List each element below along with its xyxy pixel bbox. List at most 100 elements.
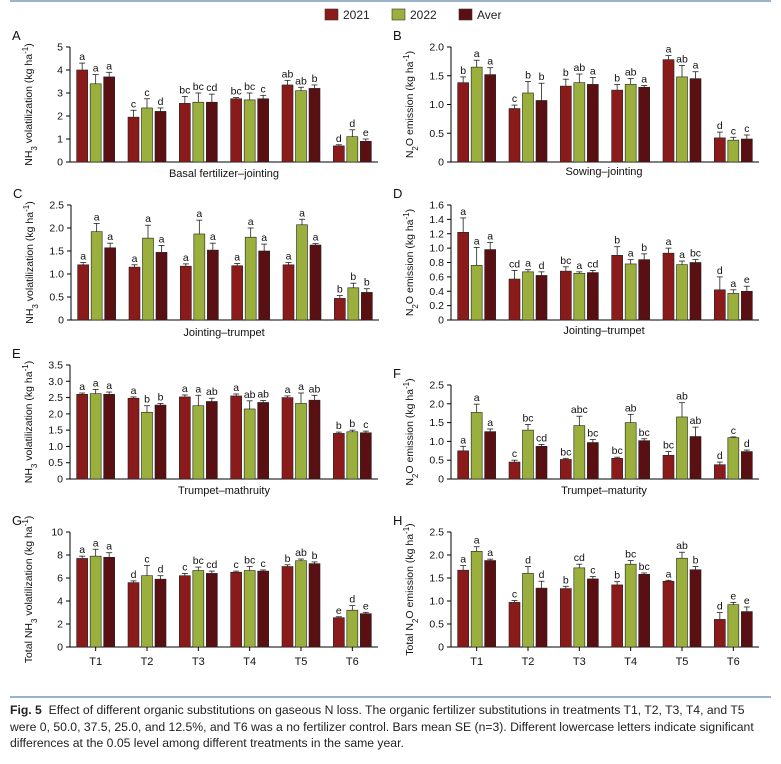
- bar-aver-t1: [103, 556, 115, 648]
- figure-caption: Fig. 5 Effect of different organic subst…: [10, 702, 768, 752]
- bar-2022-t1: [90, 231, 103, 321]
- y-tick-label: 2.0: [49, 223, 64, 235]
- y-tick-label: 0.4: [429, 286, 444, 298]
- bar-2021-t3: [180, 265, 192, 321]
- significance-letter: ab: [244, 389, 256, 401]
- significance-letter: a: [666, 568, 672, 580]
- significance-letter: cd: [206, 82, 217, 94]
- significance-letter: a: [487, 417, 493, 429]
- significance-letter: ab: [295, 75, 307, 87]
- bar-2022-t3: [573, 567, 586, 648]
- significance-letter: a: [145, 213, 151, 225]
- y-tick-label: 8: [57, 550, 63, 562]
- y-label-part: O emission (kg ha: [404, 61, 416, 146]
- y-label-part: -1: [402, 526, 411, 534]
- bar-2022-t2: [141, 411, 153, 480]
- bar-2022-t1: [89, 555, 102, 648]
- bar-aver-t1: [103, 394, 115, 480]
- y-label-part: N: [404, 309, 416, 317]
- panel-subtitle: Trumpet–mathruity: [178, 485, 270, 497]
- y-axis-label: N2O emission (kg ha-1): [402, 51, 420, 158]
- y-tick-label: 0.5: [48, 457, 63, 469]
- x-tick-label: T3: [192, 656, 205, 668]
- bar-2022-t6: [347, 287, 360, 321]
- bar-2021-t5: [281, 397, 294, 480]
- y-label-part: O emission (kg ha: [404, 389, 416, 474]
- significance-letter: bc: [639, 561, 650, 573]
- bar-aver-t4: [257, 402, 269, 480]
- significance-letter: a: [159, 233, 165, 245]
- bar-2021-t4: [611, 255, 623, 321]
- significance-letter: d: [336, 133, 342, 145]
- y-tick-label: 1.2: [429, 228, 444, 240]
- bar-2021-t4: [231, 265, 243, 321]
- significance-letter: b: [312, 73, 318, 85]
- y-tick-label: 1.0: [48, 441, 63, 453]
- bar-2021-t5: [281, 566, 294, 648]
- y-tick-label: 2.5: [429, 380, 444, 392]
- significance-letter: a: [107, 231, 113, 243]
- y-tick-label: 6: [57, 573, 63, 585]
- x-tick-label: T4: [624, 656, 637, 668]
- bar-aver-t6: [360, 141, 372, 163]
- y-tick-label: 4: [57, 65, 63, 77]
- bar-2021-t2: [127, 116, 140, 163]
- caption-separator: [10, 696, 771, 698]
- y-axis-label: NH3 volatilization (kg ha-1): [21, 43, 39, 165]
- y-axis-label: Total NH3 volatilization (kg ha-1): [21, 516, 39, 664]
- bar-2022-t5: [295, 90, 307, 163]
- y-label-part: -1: [21, 519, 30, 527]
- bar-aver-t5: [689, 436, 702, 480]
- legend-label-2021: 2021: [343, 8, 370, 22]
- significance-letter: e: [363, 600, 369, 612]
- x-tick-label: T5: [295, 656, 308, 668]
- bar-2021-t5: [662, 580, 675, 648]
- legend-label-2022: 2022: [410, 8, 437, 22]
- significance-letter: c: [744, 123, 749, 135]
- bar-2022-t6: [346, 609, 359, 648]
- bar-2022-t5: [676, 76, 688, 163]
- bar-aver-t3: [206, 101, 218, 163]
- y-tick-label: 3: [57, 88, 63, 100]
- significance-letter: c: [144, 553, 149, 565]
- bar-aver-t2: [535, 587, 548, 648]
- significance-letter: ab: [295, 547, 307, 559]
- y-label-part: ): [23, 43, 35, 47]
- bar-2022-t1: [470, 66, 483, 163]
- panel-letter: G: [12, 513, 22, 528]
- y-tick-label: 1.5: [48, 425, 63, 437]
- bar-2021-t2: [128, 266, 141, 321]
- significance-letter: b: [525, 70, 531, 82]
- bar-2022-t5: [295, 560, 307, 648]
- significance-letter: bc: [179, 84, 190, 96]
- significance-letter: a: [233, 382, 239, 394]
- bar-2022-t2: [142, 237, 154, 321]
- significance-letter: e: [730, 590, 736, 602]
- bar-aver-t2: [535, 100, 548, 163]
- significance-letter: c: [512, 448, 517, 460]
- bar-2022-t1: [89, 393, 102, 480]
- bar-2022-t4: [243, 99, 256, 163]
- significance-letter: c: [363, 419, 368, 431]
- bar-2021-t3: [179, 396, 191, 480]
- significance-letter: ab: [282, 68, 294, 80]
- panel-subtitle: Sowing–jointing: [565, 166, 642, 178]
- y-tick-label: 0.2: [429, 300, 444, 312]
- panel-letter: C: [13, 186, 22, 201]
- y-tick-label: 0: [438, 157, 444, 169]
- y-label-part: -1: [402, 212, 411, 220]
- significance-letter: b: [336, 420, 342, 432]
- bar-2021-t5: [281, 84, 294, 163]
- bar-2022-t4: [244, 236, 257, 321]
- y-label-part: Total NH: [23, 623, 35, 663]
- bar-aver-t5: [308, 399, 321, 480]
- y-label-part: ): [23, 361, 35, 365]
- bar-2022-t5: [676, 264, 688, 321]
- significance-letter: d: [717, 601, 723, 613]
- significance-letter: d: [158, 564, 164, 576]
- bar-2022-t3: [192, 101, 205, 163]
- y-tick-label: 0.8: [429, 257, 444, 269]
- bar-2022-t2: [522, 92, 534, 163]
- legend-swatch-2021: [324, 8, 339, 21]
- bar-2021-t1: [457, 232, 469, 321]
